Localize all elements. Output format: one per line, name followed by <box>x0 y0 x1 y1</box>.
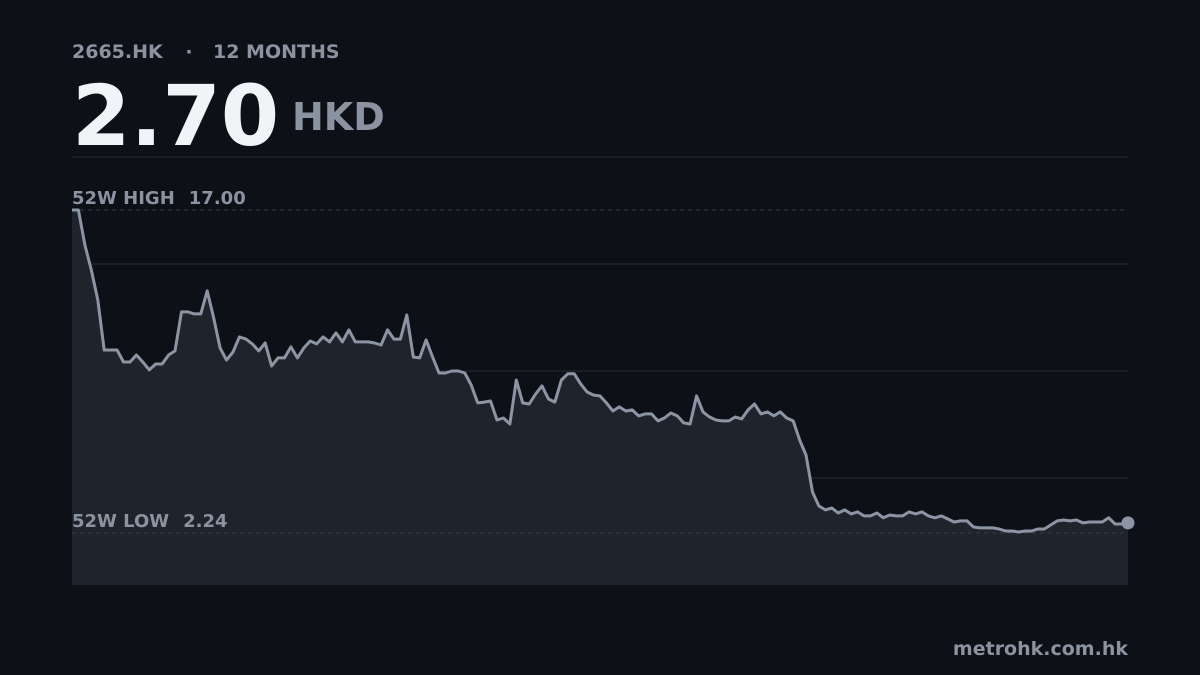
reference-value: 17.00 <box>189 188 246 209</box>
last-point <box>1121 516 1135 530</box>
currency: HKD <box>292 95 385 139</box>
reference-value: 2.24 <box>183 511 227 532</box>
footer: metrohk.com.hk <box>953 638 1128 660</box>
period: 12 MONTHS <box>213 41 340 63</box>
ticker: 2665.HK <box>72 41 164 63</box>
separator: · <box>185 41 192 63</box>
reference-label: 52W HIGH <box>72 188 175 209</box>
price: 2.70 <box>72 67 279 165</box>
reference-label: 52W LOW <box>72 511 169 532</box>
plot <box>72 208 1135 585</box>
price-line <box>72 208 1129 534</box>
